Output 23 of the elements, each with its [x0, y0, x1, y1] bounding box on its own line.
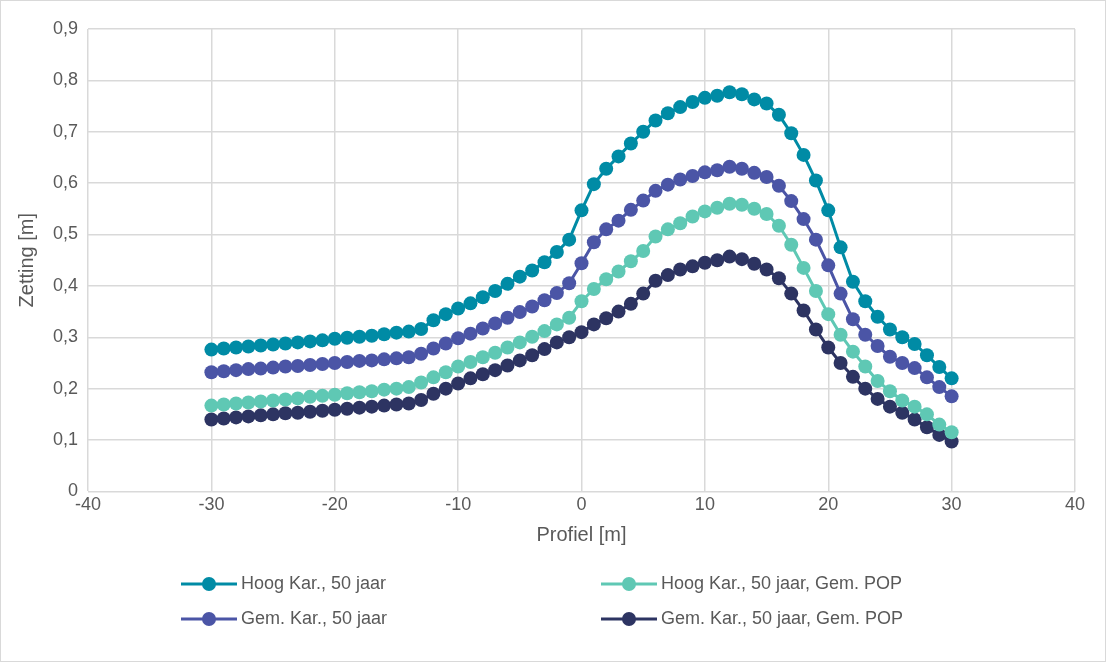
x-tick-label: -10: [445, 494, 472, 515]
y-tick-label: 0,6: [52, 172, 79, 193]
legend-label: Gem. Kar., 50 jaar: [241, 608, 388, 629]
x-axis-title: Profiel [m]: [536, 522, 627, 545]
y-tick-label: 0,2: [52, 377, 79, 398]
y-tick-label: 0,3: [52, 326, 79, 347]
x-tick-label: -30: [198, 494, 225, 515]
y-tick-label: 0,9: [52, 17, 79, 38]
y-tick-label: 0,7: [52, 120, 79, 141]
y-axis-title: Zetting [m]: [14, 212, 37, 308]
x-tick-label: -20: [321, 494, 348, 515]
legend-label: Hoog Kar., 50 jaar, Gem. POP: [661, 573, 903, 594]
y-tick-label: 0,5: [52, 223, 79, 244]
y-tick-label: 0,1: [52, 428, 79, 449]
legend-label: Hoog Kar., 50 jaar: [241, 573, 387, 594]
x-tick-label: 20: [818, 494, 839, 515]
x-tick-label: 10: [694, 494, 715, 515]
x-tick-label: 0: [576, 494, 587, 515]
y-tick-label: 0,8: [52, 69, 79, 90]
x-tick-label: 40: [1064, 494, 1086, 515]
legend-label: Gem. Kar., 50 jaar, Gem. POP: [661, 608, 904, 629]
y-tick-label: 0,4: [52, 274, 79, 295]
x-tick-label: 30: [941, 494, 962, 515]
